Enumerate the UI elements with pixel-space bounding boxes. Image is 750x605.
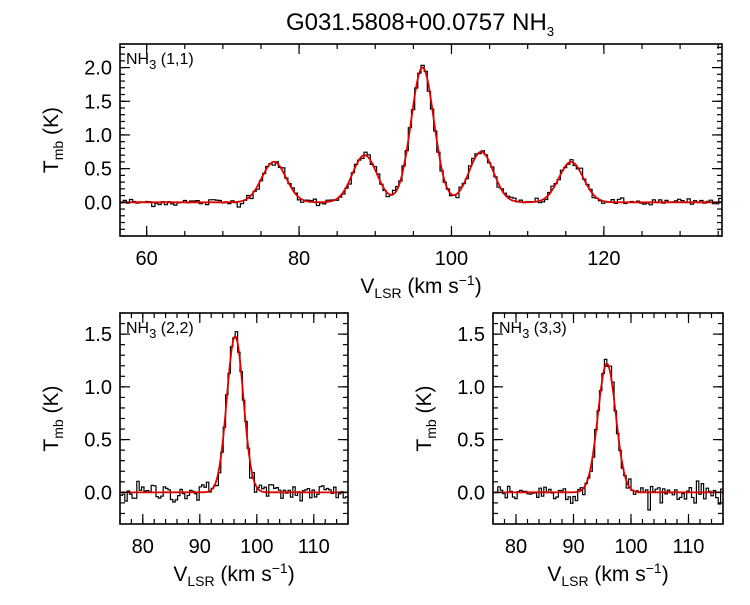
y-tick-label: 1.5 bbox=[84, 91, 112, 113]
x-tick-label: 110 bbox=[673, 536, 705, 558]
fit-curve bbox=[493, 362, 723, 494]
panel-nh3-3-3: 80 90 100 110 0.0 0.5 1.0 1.5 NH3 (3,3) VLSR (km … bbox=[413, 312, 724, 589]
x-tick-label: 120 bbox=[587, 248, 620, 270]
x-axis-label: VLSR (km s−1) bbox=[173, 560, 294, 589]
x-tick-label: 90 bbox=[189, 536, 211, 558]
y-tick-label: 0.0 bbox=[84, 192, 112, 214]
panel-nh3-1-1: 60 80 100 120 0.0 0.5 1.0 1.5 2.0 NH3 (1,1) VLSR (… bbox=[40, 43, 723, 301]
x-tick-label: 100 bbox=[240, 536, 273, 558]
y-tick-label: 0.0 bbox=[84, 482, 112, 504]
y-tick-label: 1.0 bbox=[457, 377, 485, 399]
x-axis-label: VLSR (km s−1) bbox=[547, 560, 668, 589]
x-tick-label: 110 bbox=[298, 536, 330, 558]
observed-spectrum bbox=[120, 331, 348, 503]
panel-label: NH3 (1,1) bbox=[126, 51, 194, 72]
plot-frame bbox=[119, 43, 723, 237]
y-axis-label: Tmb (K) bbox=[413, 385, 439, 451]
y-tick-label: 2.0 bbox=[84, 58, 112, 80]
y-tick-label: 1.0 bbox=[84, 125, 112, 147]
panel-label: NH3 (3,3) bbox=[499, 320, 567, 341]
panel-nh3-2-2: 80 90 100 110 0.0 0.5 1.0 1.5 NH3 (2,2) VLSR (km … bbox=[40, 312, 349, 589]
figure-title: G031.5808+00.0757 NH3 bbox=[286, 9, 554, 39]
x-axis-label: VLSR (km s−1) bbox=[360, 272, 481, 301]
y-axis-label: Tmb (K) bbox=[40, 385, 66, 451]
y-tick-label: 1.5 bbox=[84, 324, 112, 346]
y-tick-label: 0.0 bbox=[457, 482, 485, 504]
observed-spectrum bbox=[120, 64, 722, 208]
x-tick-label: 90 bbox=[562, 536, 584, 558]
observed-spectrum bbox=[493, 358, 723, 511]
y-tick-label: 1.0 bbox=[84, 377, 112, 399]
y-tick-label: 0.5 bbox=[84, 430, 112, 452]
fit-curve bbox=[120, 66, 722, 204]
x-tick-label: 100 bbox=[435, 248, 468, 270]
y-tick-label: 1.5 bbox=[457, 324, 485, 346]
y-tick-label: 0.5 bbox=[84, 159, 112, 181]
y-tick-label: 0.5 bbox=[457, 430, 485, 452]
x-tick-label: 80 bbox=[288, 248, 310, 270]
y-axis-label: Tmb (K) bbox=[40, 107, 66, 173]
fit-curve bbox=[120, 335, 348, 494]
x-tick-label: 100 bbox=[614, 536, 647, 558]
x-tick-label: 60 bbox=[136, 248, 158, 270]
panel-label: NH3 (2,2) bbox=[126, 320, 194, 341]
x-tick-label: 80 bbox=[505, 536, 527, 558]
x-tick-label: 80 bbox=[132, 536, 154, 558]
